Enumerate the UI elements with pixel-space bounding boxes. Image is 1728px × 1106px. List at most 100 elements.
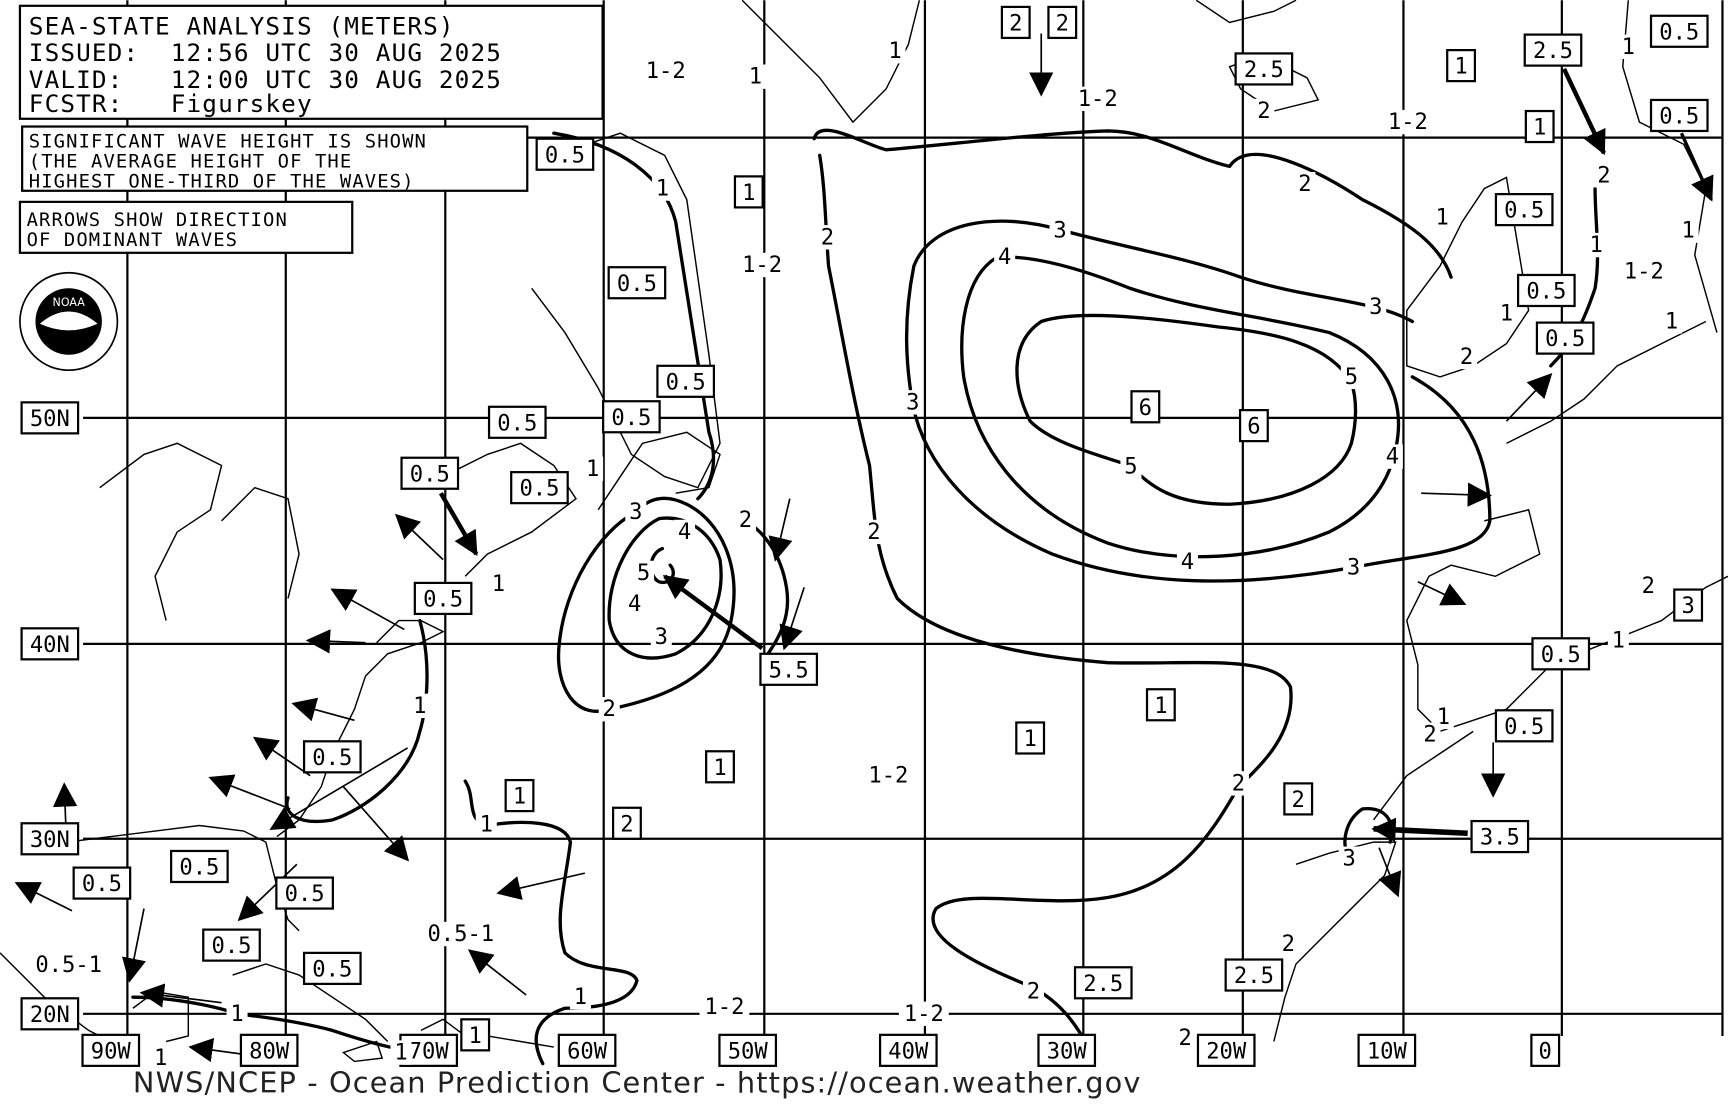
wave-height-box: 6 [1238,408,1269,443]
wave-height-box: 6 [1130,390,1161,424]
contour-label: 3 [906,389,919,415]
wave-height-box: 2 [1000,5,1031,40]
contour-label: 0.5-1 [427,921,494,947]
longitude-label-text: 40W [888,1038,929,1064]
wave-height-box-text: 2.5 [1234,963,1274,989]
contour-label: 2 [1232,770,1245,796]
wave-height-box: 2.5 [1523,33,1583,67]
wave-height-box-text: 0.5 [312,745,352,771]
wave-height-box: 0.5 [487,405,547,439]
contour-4-low [607,516,723,660]
contour-label: 2 [739,507,752,533]
wave-height-box-text: 0.5 [1659,19,1699,45]
contour-5-low [649,546,675,585]
contour-1-caribbean [485,820,639,1066]
wave-height-box-text: 1 [1023,726,1036,752]
contour-label: 2 [1423,722,1436,748]
wave-height-box: 0.5 [1494,193,1554,227]
longitude-label-text: 70W [409,1038,450,1064]
latitude-label-text: 20N [30,1002,70,1028]
longitude-label: 40W [878,1033,938,1067]
contour-label: 1 [230,1001,243,1027]
wave-height-box: 0.5 [1535,321,1595,355]
longitude-label-text: 90W [91,1038,132,1064]
contour-label: 4 [628,591,641,617]
wave-height-box-text: 0.5 [423,587,463,613]
latitude-label-text: 30N [30,827,70,853]
contour-label: 1 [1590,232,1603,258]
wave-height-box-text: 1 [1533,115,1546,141]
wave-height-box-text: 1 [713,755,726,781]
wave-height-box: 1 [733,175,764,209]
wave-height-box-text: 0.5 [1541,642,1581,668]
contour-label: 1-2 [904,1001,944,1027]
contour-label: 5 [637,560,650,586]
contour-label: 3 [655,624,668,650]
wave-height-contours [131,128,1600,1066]
contour-label: 1 [480,811,493,837]
wave-height-box-text: 0.5 [519,476,559,502]
wave-height-box: 0.5 [510,471,569,505]
contour-label: 2 [1027,979,1040,1005]
contour-1-atlantic [285,618,429,823]
contour-label: 2 [1642,573,1655,599]
wave-height-box: 0.5 [656,364,716,398]
footer-credit: NWS/NCEP - Ocean Prediction Center - htt… [133,1065,1142,1099]
contour-label: 1 [1612,628,1625,654]
wave-height-box-text: 0.5 [82,871,122,897]
wave-height-box-text: 0.5 [312,956,352,982]
longitude-label-text: 10W [1367,1038,1408,1064]
contour-label: 1-2 [1388,109,1428,135]
wave-height-box-text: 2.5 [1533,38,1573,64]
wave-height-box-text: 0.5 [1504,714,1544,740]
contour-label: 3 [1342,846,1355,872]
contour-label: 1 [1622,34,1635,60]
arrows-note: ARROWS SHOW DIRECTION OF DOMINANT WAVES [18,200,354,254]
wave-height-box-text: 0.5 [545,142,585,168]
longitude-label: 60W [557,1033,617,1067]
contour-label: 1 [888,38,901,64]
wave-height-box: 1 [1446,48,1476,83]
contour-2-low [743,519,790,661]
wave-height-box: 0.5 [1649,98,1709,133]
logo-text: NOAA [53,296,86,309]
note-line: (THE AVERAGE HEIGHT OF THE [29,152,353,173]
significant-wave-note: SIGNIFICANT WAVE HEIGHT IS SHOWN (THE AV… [21,125,529,192]
wave-height-box: 2 [1283,782,1314,816]
wave-height-box: 0.5 [607,266,667,300]
wave-height-box-text: 0.5 [1659,104,1699,130]
wave-height-box-text: 0.5 [617,271,657,297]
longitude-label-text: 30W [1047,1038,1088,1064]
contour-label: 5 [1124,454,1137,480]
longitude-label-text: 80W [249,1038,290,1064]
contour-label: 2 [821,224,834,250]
latitude-label: 20N [20,997,80,1031]
latitude-label: 30N [20,822,80,856]
contour-label: 3 [1347,554,1360,580]
contour-label: 2 [1257,98,1270,124]
wave-height-box-text: 1 [1154,693,1167,719]
wave-height-box: 1 [504,778,535,813]
wave-height-box: 2.5 [1224,958,1284,992]
longitude-label-text: 20W [1206,1038,1247,1064]
contour-label: 2 [1179,1025,1192,1051]
wave-height-box: 1 [705,750,735,784]
valid-time: VALID: 12:00 UTC 30 AUG 2025 [29,65,502,94]
longitude-label-text: 60W [567,1038,608,1064]
wave-height-box-text: 1 [469,1023,482,1049]
wave-height-box: 2 [612,806,642,840]
wave-height-box-text: 0.5 [1526,279,1566,305]
latitude-label: 40N [20,627,80,661]
wave-height-box: 2.5 [1234,52,1294,86]
wave-height-box: 0.5 [275,876,334,910]
contour-label: 1 [586,456,599,482]
contour-label: 1-2 [868,763,908,789]
wave-height-box: 0.5 [400,456,460,490]
wave-height-box: 0.5 [1516,273,1576,308]
wave-height-box: 1 [1015,721,1046,755]
contour-label: 1-2 [646,58,686,84]
contour-1-west [552,131,716,501]
wave-height-box-text: 2 [1292,787,1305,813]
wave-height-box: 5.5 [759,652,819,686]
contour-label: 2 [1298,171,1311,197]
